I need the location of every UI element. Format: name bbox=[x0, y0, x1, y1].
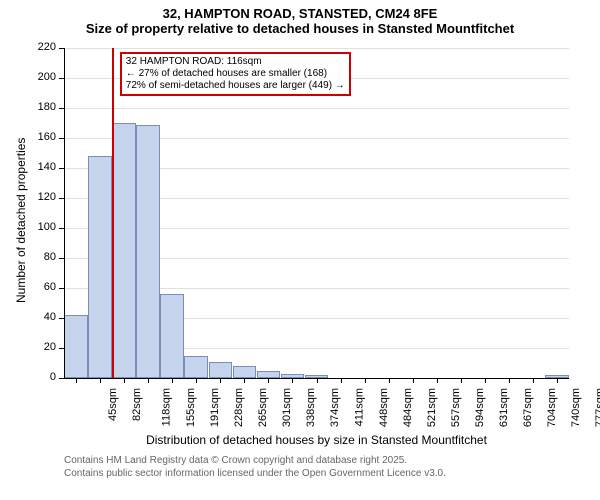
y-tick-label: 40 bbox=[26, 311, 56, 323]
chart-title-block: 32, HAMPTON ROAD, STANSTED, CM24 8FE Siz… bbox=[0, 0, 600, 36]
y-tick-label: 20 bbox=[26, 341, 56, 353]
x-tick-label: 228sqm bbox=[233, 388, 245, 427]
x-tick-label: 82sqm bbox=[131, 388, 143, 421]
x-tick-label: 45sqm bbox=[107, 388, 119, 421]
x-tick-label: 557sqm bbox=[450, 388, 462, 427]
annotation-line: ← 27% of detached houses are smaller (16… bbox=[126, 68, 345, 80]
credit-line-2: Contains public sector information licen… bbox=[64, 467, 446, 480]
y-tick-label: 140 bbox=[26, 161, 56, 173]
histogram-bar bbox=[64, 315, 88, 378]
x-tick-label: 411sqm bbox=[353, 388, 365, 426]
histogram-bar bbox=[136, 125, 160, 379]
x-tick-label: 265sqm bbox=[257, 388, 269, 427]
histogram-bar bbox=[209, 362, 233, 379]
credits-block: Contains HM Land Registry data © Crown c… bbox=[64, 454, 446, 480]
x-tick-label: 191sqm bbox=[209, 388, 221, 427]
histogram-bar bbox=[257, 371, 281, 379]
plot-area: 02040608010012014016018020022045sqm82sqm… bbox=[64, 48, 569, 378]
x-tick-label: 594sqm bbox=[474, 388, 486, 427]
histogram-bar bbox=[88, 156, 112, 378]
x-tick-label: 740sqm bbox=[570, 388, 582, 427]
x-axis-label: Distribution of detached houses by size … bbox=[64, 433, 569, 447]
x-axis-line bbox=[64, 378, 569, 379]
x-tick-label: 155sqm bbox=[185, 388, 197, 427]
y-tick-label: 220 bbox=[26, 41, 56, 53]
title-line-1: 32, HAMPTON ROAD, STANSTED, CM24 8FE bbox=[0, 6, 600, 21]
annotation-box: 32 HAMPTON ROAD: 116sqm← 27% of detached… bbox=[120, 52, 351, 96]
x-tick-label: 338sqm bbox=[306, 388, 318, 427]
x-tick-label: 704sqm bbox=[546, 388, 558, 427]
y-tick-label: 180 bbox=[26, 101, 56, 113]
x-tick-label: 484sqm bbox=[402, 388, 414, 427]
y-tick-label: 80 bbox=[26, 251, 56, 263]
annotation-line: 72% of semi-detached houses are larger (… bbox=[126, 80, 345, 92]
annotation-line: 32 HAMPTON ROAD: 116sqm bbox=[126, 56, 345, 68]
x-tick-label: 118sqm bbox=[160, 388, 172, 426]
x-tick-label: 301sqm bbox=[281, 388, 293, 427]
y-axis-label: Number of detached properties bbox=[14, 138, 28, 303]
y-tick-label: 120 bbox=[26, 191, 56, 203]
gridline bbox=[64, 108, 569, 109]
x-tick-label: 631sqm bbox=[498, 388, 510, 427]
gridline bbox=[64, 48, 569, 49]
y-tick-label: 160 bbox=[26, 131, 56, 143]
y-tick-label: 0 bbox=[26, 371, 56, 383]
x-tick-label: 521sqm bbox=[426, 388, 438, 427]
x-tick-label: 374sqm bbox=[330, 388, 342, 427]
y-tick-label: 60 bbox=[26, 281, 56, 293]
x-tick-label: 777sqm bbox=[594, 388, 600, 427]
histogram-bar bbox=[160, 294, 184, 378]
histogram-bar bbox=[112, 123, 136, 378]
title-line-2: Size of property relative to detached ho… bbox=[0, 21, 600, 36]
histogram-bar bbox=[184, 356, 208, 379]
y-tick-label: 200 bbox=[26, 71, 56, 83]
reference-line bbox=[112, 48, 114, 378]
y-tick-label: 100 bbox=[26, 221, 56, 233]
histogram-bar bbox=[233, 366, 257, 378]
y-axis-line bbox=[64, 48, 65, 378]
x-tick-label: 667sqm bbox=[522, 388, 534, 427]
credit-line-1: Contains HM Land Registry data © Crown c… bbox=[64, 454, 446, 467]
x-tick-label: 448sqm bbox=[378, 388, 390, 427]
